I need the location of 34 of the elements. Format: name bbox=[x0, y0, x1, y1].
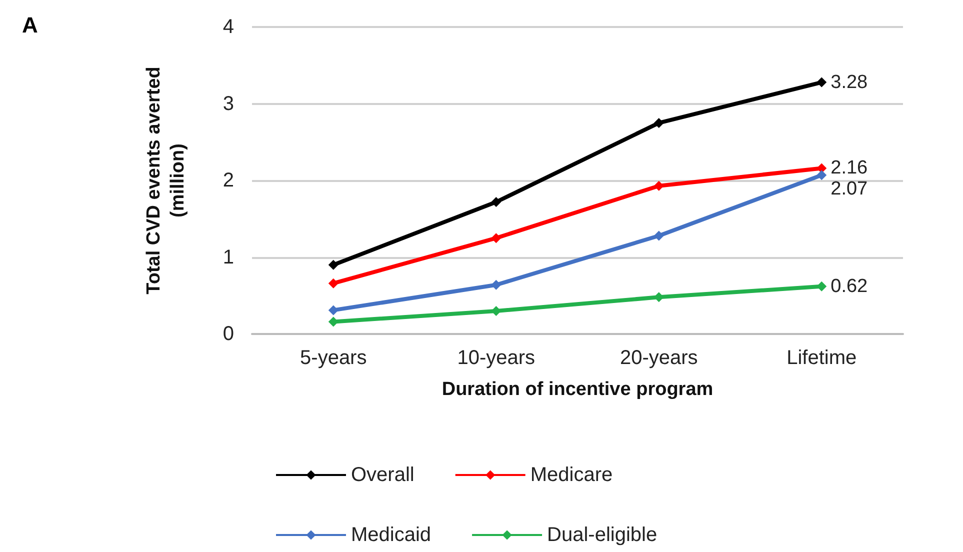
y-tick-label: 2 bbox=[222, 170, 234, 192]
point bbox=[328, 305, 338, 316]
point bbox=[491, 280, 502, 290]
text: A bbox=[22, 12, 38, 38]
legend-label: Medicaid bbox=[351, 524, 432, 546]
point bbox=[816, 170, 827, 180]
point bbox=[491, 233, 502, 244]
data-label: 3.28 bbox=[830, 72, 868, 93]
x-tick-label: 20-years bbox=[620, 347, 698, 369]
point bbox=[816, 77, 827, 88]
legend-label: Medicare bbox=[530, 464, 613, 486]
point bbox=[328, 278, 338, 288]
x-tick-label: Lifetime bbox=[786, 347, 857, 369]
point bbox=[816, 281, 827, 292]
point bbox=[328, 260, 338, 270]
point bbox=[816, 163, 827, 174]
legend-label: Overall bbox=[351, 464, 414, 486]
y-tick-label: 1 bbox=[222, 246, 234, 268]
x-tick-label: 5-years bbox=[300, 347, 367, 369]
x-axis-title: Duration of incentive program bbox=[442, 379, 714, 400]
point bbox=[654, 118, 664, 128]
y-tick-label: 4 bbox=[222, 16, 234, 38]
data-label: 2.07 bbox=[830, 178, 868, 200]
data-label: 2.16 bbox=[830, 158, 868, 179]
point bbox=[491, 196, 502, 207]
point bbox=[654, 180, 664, 191]
y-tick-label: 3 bbox=[222, 92, 234, 115]
x-tick-label: 10-years bbox=[457, 347, 536, 369]
y-tick-label: 0 bbox=[222, 323, 234, 345]
y-axis-title: Total CVD events averted (million) bbox=[144, 66, 188, 294]
legend-label: Dual-eligible bbox=[547, 524, 658, 546]
point bbox=[328, 316, 338, 327]
point bbox=[654, 230, 664, 241]
data-label: 0.62 bbox=[830, 276, 868, 297]
